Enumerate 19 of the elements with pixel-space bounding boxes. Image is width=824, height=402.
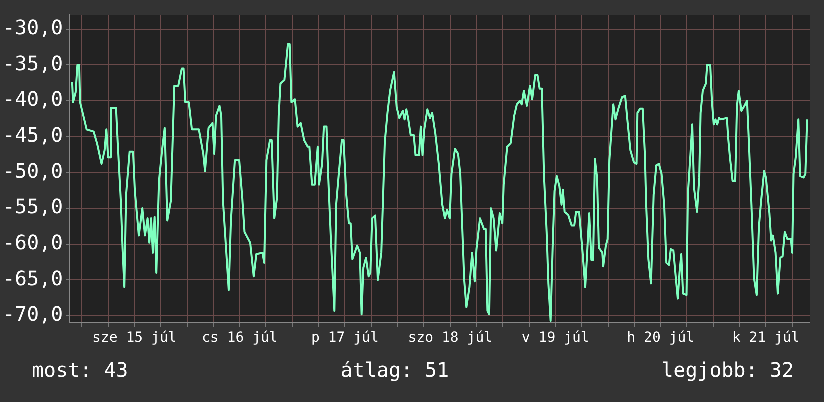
y-tick-label: -50,0 [2,158,64,183]
x-tick-label: v 19 júl [522,330,590,346]
x-tick-label: h 20 júl [627,330,695,346]
x-tick-label: k 21 júl [732,330,800,346]
text: átlag: 51 [340,358,450,382]
y-tick-label: -35,0 [2,51,64,76]
y-tick-label: -70,0 [2,302,64,326]
x-tick-label: p 17 júl [311,330,379,346]
y-tick-label: -30,0 [2,16,64,40]
text: legjobb: 32 [662,358,794,382]
text: most: 43 [32,358,128,382]
x-tick-label: szo 18 júl [408,330,493,346]
y-tick-label: -55,0 [2,194,64,219]
x-tick-label: cs 16 júl [202,330,278,346]
y-tick-label: -45,0 [2,123,64,148]
x-tick-label: sze 15 júl [92,330,177,346]
y-tick-label: -65,0 [2,266,64,290]
y-tick-label: -60,0 [2,230,64,255]
y-tick-label: -40,0 [2,87,64,112]
